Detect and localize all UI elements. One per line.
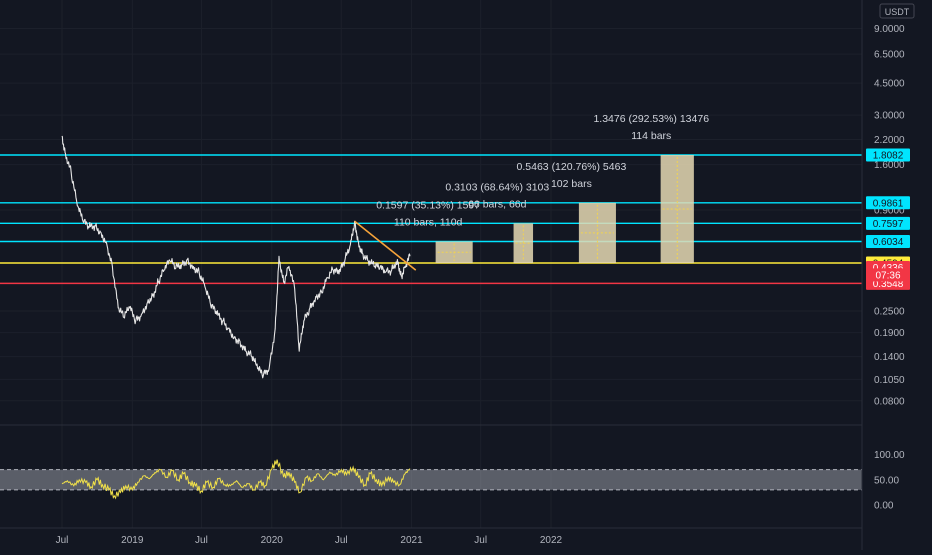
level-tag-box	[866, 196, 910, 210]
time-tick-label: 2020	[261, 535, 284, 546]
trendline[interactable]	[354, 220, 417, 271]
level-tag: 0.6034	[866, 235, 910, 249]
price-tick-label: 0.9000	[874, 205, 905, 216]
price-tick-label: 4.5000	[874, 79, 905, 90]
rsi-tick-label: 50.00	[874, 475, 899, 486]
projection-change-label: 0.5463 (120.76%) 5463	[517, 161, 627, 173]
projection-box[interactable]: 1.3476 (292.53%) 13476 114 bars	[593, 113, 709, 263]
rsi-axis[interactable]: 100.00 50.00 0.00	[874, 450, 905, 512]
time-tick-label: 2021	[400, 535, 423, 546]
projection-bars-label: 114 bars	[631, 130, 671, 142]
projection-box[interactable]: 0.3103 (68.64%) 3103 66 bars, 66d	[445, 181, 549, 263]
level-tag-box	[866, 216, 910, 230]
price-tick-label: 0.1400	[874, 352, 905, 363]
level-tag-label: 0.9861	[873, 198, 904, 209]
price-axis-tags: 1.80820.98610.75970.60340.45940.35480.43…	[866, 148, 910, 290]
level-tag: 0.9861	[866, 196, 910, 210]
grid	[0, 0, 862, 528]
rsi-tick-label: 100.00	[874, 450, 905, 461]
price-series-path	[61, 135, 411, 379]
price-tick-label: 2.2000	[874, 135, 905, 146]
time-tick-label: Jul	[335, 535, 348, 546]
level-tag-label: 0.6034	[873, 237, 904, 248]
time-tick-label: 2019	[121, 535, 144, 546]
level-tag-label: 0.7597	[873, 219, 904, 230]
level-tag-box	[866, 148, 910, 162]
time-axis[interactable]: Jul 2019 Jul 2020 Jul 2021 Jul 2022	[56, 535, 563, 546]
price-tick-label: 1.6000	[874, 160, 905, 171]
rsi-band	[0, 469, 862, 490]
currency-label: USDT	[885, 7, 910, 17]
time-tick-label: Jul	[195, 535, 208, 546]
projection-change-label: 0.1597 (35.13%) 1597	[376, 200, 480, 212]
price-tick-label: 0.2500	[874, 306, 905, 317]
price-tag: 07:36	[866, 268, 910, 282]
support-resistance-levels	[0, 154, 862, 285]
price-tick-label: 0.1050	[874, 375, 905, 386]
level-tag: 0.7597	[866, 216, 910, 230]
level-tag-box	[866, 235, 910, 249]
rsi-line	[61, 459, 411, 500]
price-tick-label: 0.0800	[874, 396, 905, 407]
price-tag-label: 07:36	[875, 270, 900, 281]
price-tick-label: 9.0000	[874, 24, 905, 35]
price-line	[61, 135, 411, 379]
level-tag: 1.8082	[866, 148, 910, 162]
projection-change-label: 0.3103 (68.64%) 3103	[445, 181, 549, 193]
level-tag-label: 1.8082	[873, 151, 904, 162]
time-tick-label: Jul	[474, 535, 487, 546]
level-tag-label: 0.3548	[873, 279, 904, 290]
price-axis[interactable]: 9.0000 6.5000 4.5000 3.0000 2.2000 1.6000 0.90…	[874, 24, 905, 407]
projection-bars-label: 102 bars	[551, 178, 592, 190]
time-tick-label: Jul	[56, 535, 69, 546]
descending-trendline[interactable]	[354, 220, 417, 271]
projection-change-label: 1.3476 (292.53%) 13476	[593, 113, 709, 125]
price-tag-box	[866, 268, 910, 282]
projection-bars-label: 110 bars, 110d	[394, 217, 463, 229]
projection-bars-label: 66 bars, 66d	[468, 198, 527, 210]
projection-box[interactable]: 0.1597 (35.13%) 1597 110 bars, 110d	[376, 200, 480, 263]
time-tick-label: 2022	[540, 535, 563, 546]
currency-badge[interactable]: USDT	[879, 3, 915, 19]
price-tick-label: 0.1900	[874, 328, 905, 339]
price-tick-label: 6.5000	[874, 50, 905, 61]
price-tick-label: 3.0000	[874, 111, 905, 122]
projection-box[interactable]: 0.5463 (120.76%) 5463 102 bars	[517, 161, 627, 263]
rsi-pane	[0, 459, 862, 500]
rsi-tick-label: 0.00	[874, 501, 894, 512]
